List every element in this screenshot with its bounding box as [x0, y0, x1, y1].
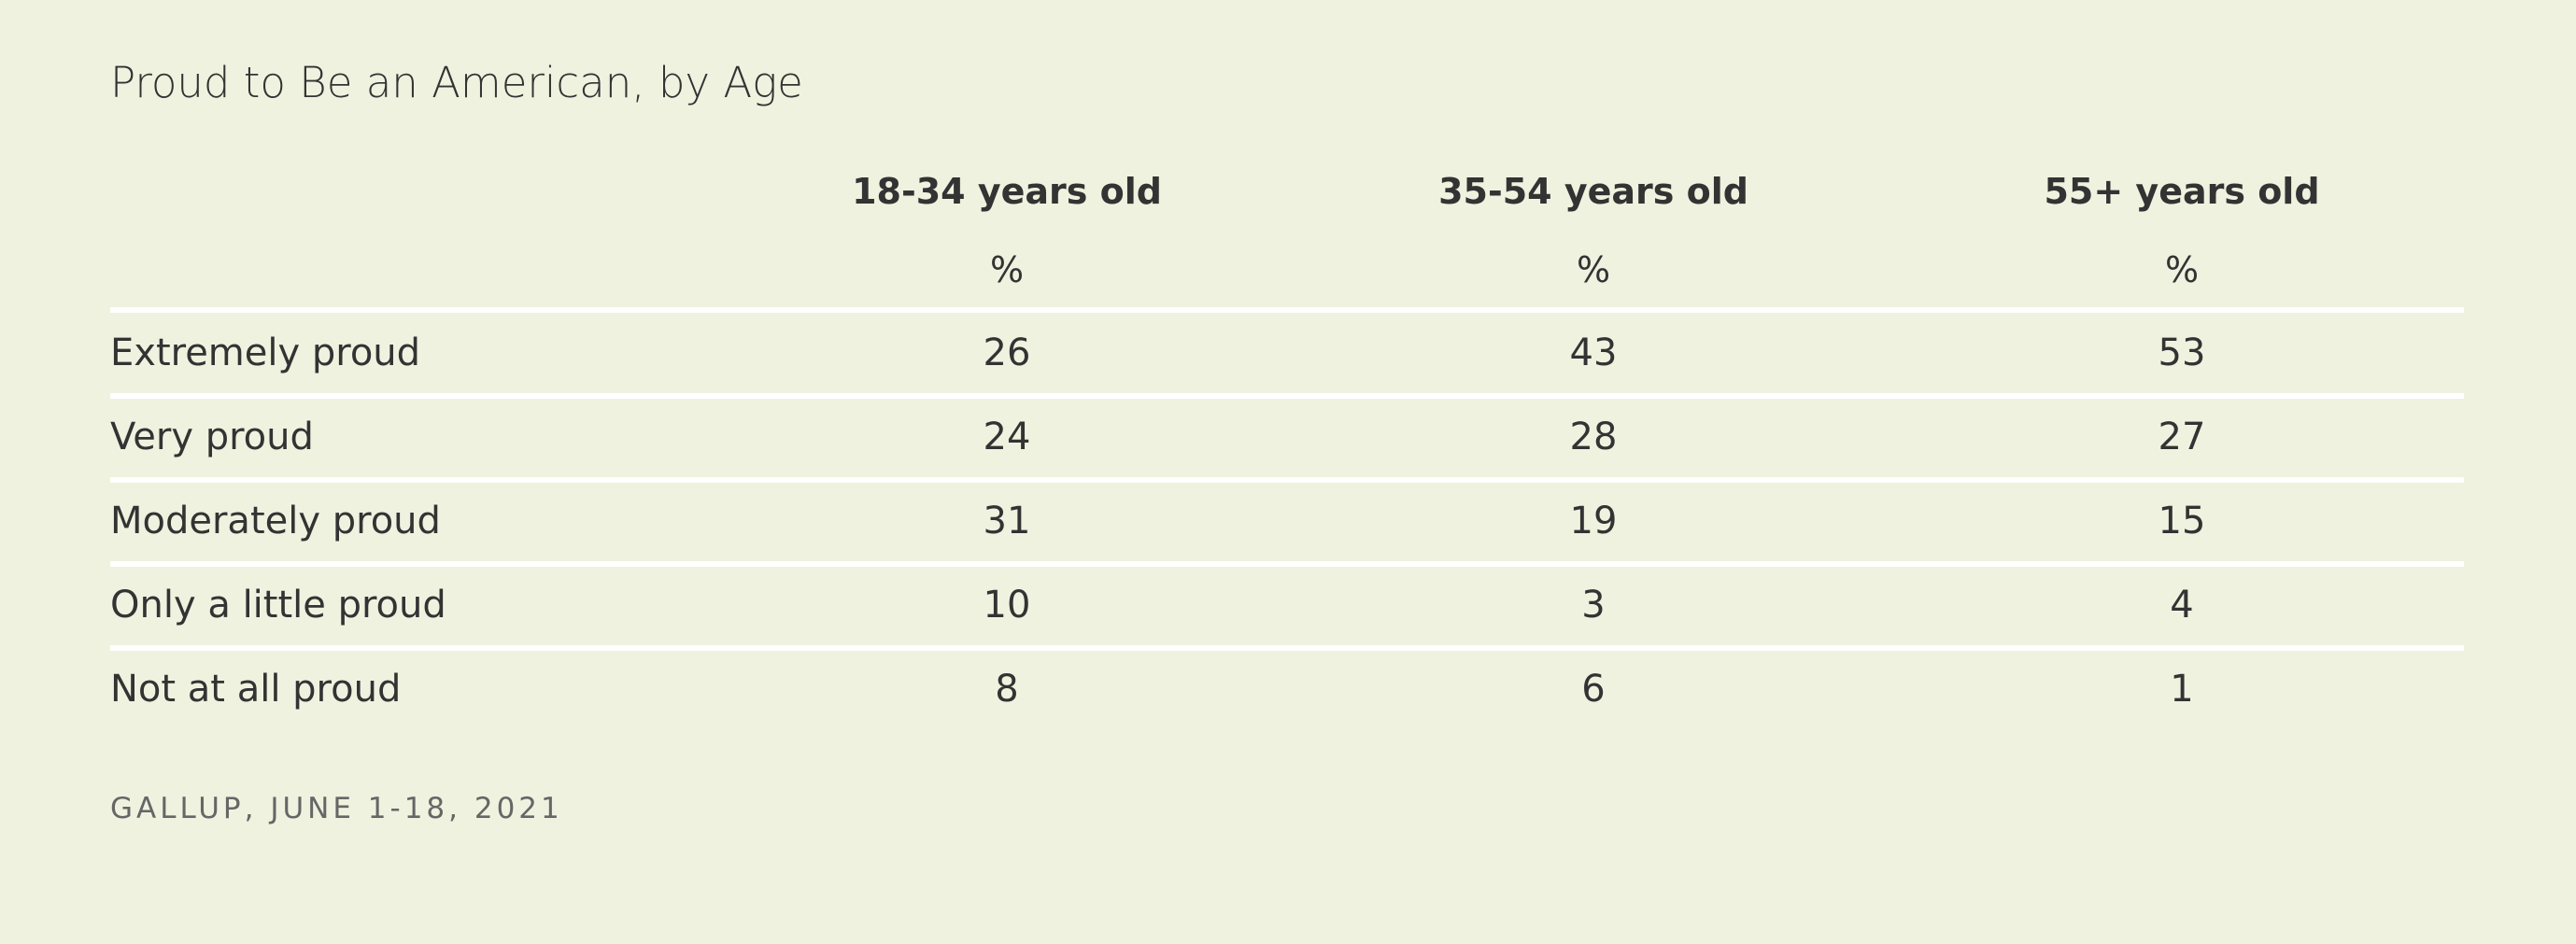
separator	[110, 307, 2464, 313]
cell-value: 53	[2158, 331, 2206, 374]
source: GALLUP, JUNE 1-18, 2021	[110, 792, 563, 825]
cell-value: 10	[983, 584, 1031, 627]
separator	[110, 561, 2464, 567]
row-label: Moderately proud	[110, 500, 441, 542]
row-label: Extremely proud	[110, 331, 421, 374]
cell-value: 26	[983, 331, 1031, 374]
cell-value: 8	[995, 668, 1019, 711]
separator	[110, 477, 2464, 483]
cell-value: 24	[983, 416, 1031, 458]
unit-label: %	[989, 249, 1025, 290]
cell-value: 43	[1569, 331, 1618, 374]
cell-value: 6	[1581, 668, 1606, 711]
cell-value: 1	[2170, 668, 2194, 711]
unit-label: %	[1576, 249, 1611, 290]
separator	[110, 645, 2464, 651]
column-header: 55+ years old	[2044, 171, 2320, 212]
column-header: 35-54 years old	[1438, 171, 1748, 212]
cell-value: 27	[2158, 416, 2206, 458]
column-header: 18-34 years old	[852, 171, 1162, 212]
separator	[110, 393, 2464, 399]
row-label: Not at all proud	[110, 668, 402, 711]
cell-value: 3	[1581, 584, 1606, 627]
cell-value: 15	[2158, 500, 2206, 542]
cell-value: 31	[983, 500, 1031, 542]
row-label: Only a little proud	[110, 584, 446, 627]
unit-label: %	[2164, 249, 2200, 290]
title: Proud to Be an American, by Age	[110, 58, 803, 107]
cell-value: 4	[2170, 584, 2194, 627]
cell-value: 19	[1569, 500, 1618, 542]
cell-value: 28	[1569, 416, 1618, 458]
row-label: Very proud	[110, 416, 314, 458]
